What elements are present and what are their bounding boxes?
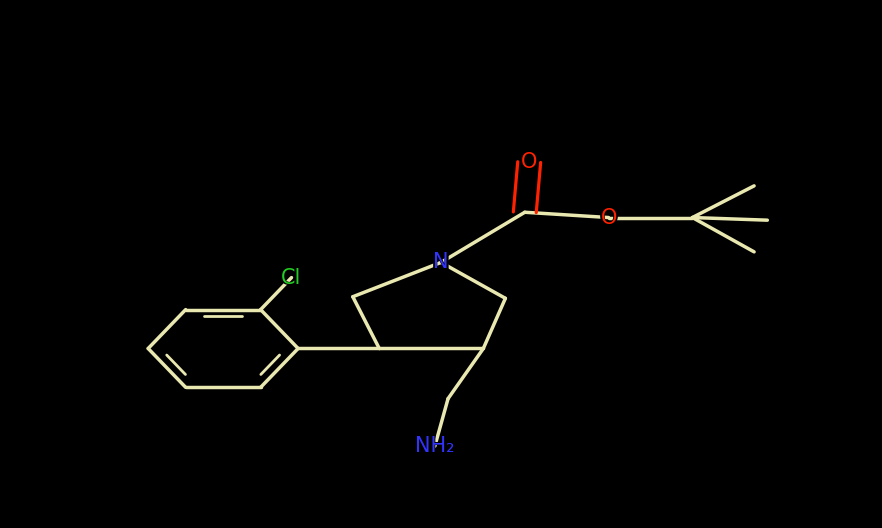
- Text: Cl: Cl: [279, 266, 304, 289]
- Text: N: N: [433, 252, 449, 272]
- Text: NH₂: NH₂: [410, 434, 460, 458]
- Text: O: O: [601, 208, 617, 228]
- Text: Cl: Cl: [281, 268, 302, 288]
- Text: O: O: [521, 152, 537, 172]
- Text: O: O: [519, 150, 539, 174]
- Text: NH₂: NH₂: [415, 436, 454, 456]
- Text: N: N: [431, 250, 451, 275]
- Text: O: O: [599, 205, 618, 230]
